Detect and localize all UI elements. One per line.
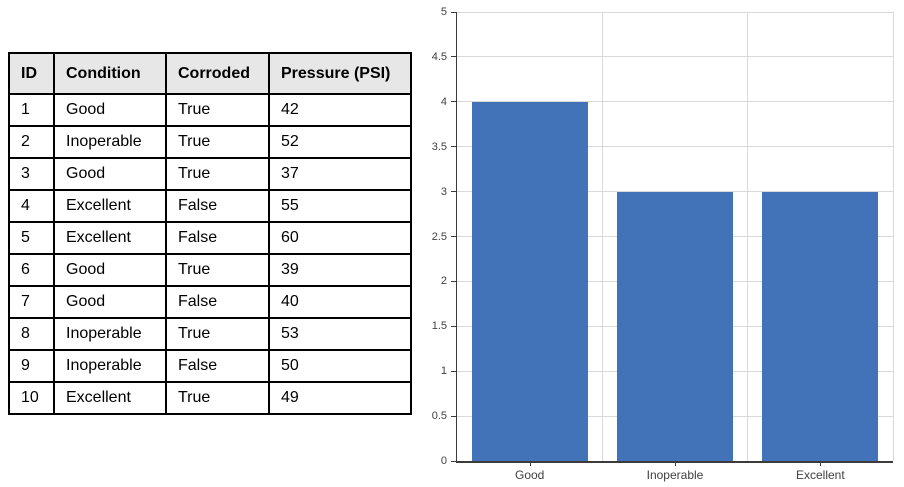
cell-pressure: 49: [268, 381, 412, 415]
bar: [762, 191, 879, 461]
x-tick: [529, 461, 531, 466]
cell-corroded: False: [165, 221, 270, 255]
cell-id: 3: [8, 157, 55, 191]
cell-pressure: 40: [268, 285, 412, 319]
cell-condition: Good: [53, 157, 167, 191]
cell-corroded: False: [165, 285, 270, 319]
y-tick: [451, 325, 457, 327]
y-gridline: [457, 101, 893, 103]
y-tick: [451, 236, 457, 237]
column-header-condition: Condition: [53, 52, 167, 95]
pipe-data-table: ID Condition Corroded Pressure (PSI) 1 Go…: [8, 52, 412, 415]
cell-condition: Inoperable: [53, 317, 167, 351]
cell-pressure: 39: [268, 253, 412, 287]
y-gridline: [457, 11, 893, 13]
table-row: 6 Good True 39: [8, 253, 412, 287]
table-row: 3 Good True 37: [8, 157, 412, 191]
cell-corroded: True: [165, 381, 270, 415]
x-gridline: [747, 12, 749, 461]
table-row: 4 Excellent False 55: [8, 189, 412, 223]
y-tick: [451, 191, 457, 193]
y-tick: [451, 56, 457, 58]
y-tick: [451, 370, 457, 372]
cell-pressure: 60: [268, 221, 412, 255]
table-row: 2 Inoperable True 52: [8, 125, 412, 159]
y-tick: [451, 415, 457, 417]
cell-corroded: True: [165, 253, 270, 287]
x-axis-line: [455, 461, 893, 463]
y-tick: [451, 11, 457, 13]
y-tick-label: 1.5: [431, 320, 447, 333]
y-tick-label: 2.5: [431, 230, 447, 243]
cell-id: 9: [8, 349, 55, 383]
y-axis-line: [455, 12, 457, 463]
bar-chart: 0 0.5 1 1.5 2 2.5 3 3.5 4 4.5 5 Good Inoperable Excel…: [420, 0, 904, 487]
table-row: 10 Excellent True 49: [8, 381, 412, 415]
x-tick-label: Excellent: [795, 468, 845, 482]
column-header-id: ID: [8, 52, 55, 95]
y-tick-label: 5: [440, 6, 447, 18]
cell-condition: Excellent: [53, 221, 167, 255]
cell-id: 2: [8, 125, 55, 159]
cell-corroded: False: [165, 349, 270, 383]
x-gridline: [601, 12, 603, 461]
x-tick: [820, 461, 822, 466]
bar: [471, 101, 588, 461]
x-tick: [675, 461, 676, 466]
cell-pressure: 50: [268, 349, 412, 383]
table-row: 5 Excellent False 60: [8, 221, 412, 255]
y-tick-label: 3: [440, 185, 447, 198]
cell-id: 10: [8, 381, 55, 415]
y-tick-label: 2: [440, 275, 447, 288]
cell-corroded: False: [165, 189, 270, 223]
cell-pressure: 42: [268, 93, 412, 127]
y-tick: [451, 460, 457, 462]
column-header-pressure: Pressure (PSI): [268, 52, 412, 95]
cell-corroded: True: [165, 317, 270, 351]
cell-condition: Inoperable: [53, 125, 167, 159]
cell-corroded: True: [165, 125, 270, 159]
y-gridline: [457, 146, 893, 148]
x-gridline: [892, 12, 894, 461]
table-row: 9 Inoperable False 50: [8, 349, 412, 383]
column-header-corroded: Corroded: [165, 52, 270, 95]
cell-id: 7: [8, 285, 55, 319]
cell-id: 5: [8, 221, 55, 255]
cell-condition: Excellent: [53, 189, 167, 223]
cell-condition: Excellent: [53, 381, 167, 415]
y-tick-label: 4.5: [431, 50, 447, 63]
y-tick: [451, 101, 457, 103]
cell-condition: Good: [53, 285, 167, 319]
y-tick-label: 3.5: [431, 140, 447, 153]
y-tick: [451, 280, 457, 282]
cell-id: 8: [8, 317, 55, 351]
cell-pressure: 52: [268, 125, 412, 159]
table-row: 1 Good True 42: [8, 93, 412, 127]
y-tick-label: 1: [440, 365, 447, 378]
y-tick-label: 4: [440, 95, 447, 108]
cell-pressure: 55: [268, 189, 412, 223]
y-tick: [451, 146, 457, 148]
cell-condition: Inoperable: [53, 349, 167, 383]
y-gridline: [457, 56, 893, 58]
x-tick-label: Inoperable: [646, 468, 704, 482]
y-tick-label: 0: [440, 455, 447, 467]
cell-condition: Good: [53, 93, 167, 127]
table-row: 7 Good False 40: [8, 285, 412, 319]
cell-id: 1: [8, 93, 55, 127]
table-header-row: ID Condition Corroded Pressure (PSI): [8, 52, 412, 95]
x-tick-label: Good: [514, 468, 545, 482]
cell-pressure: 53: [268, 317, 412, 351]
cell-corroded: True: [165, 93, 270, 127]
cell-id: 4: [8, 189, 55, 223]
bar: [616, 191, 734, 461]
table-row: 8 Inoperable True 53: [8, 317, 412, 351]
y-tick-label: 0.5: [431, 410, 447, 423]
cell-condition: Good: [53, 253, 167, 287]
cell-corroded: True: [165, 157, 270, 191]
cell-id: 6: [8, 253, 55, 287]
table-body: 1 Good True 42 2 Inoperable True 52 3 Good True 37 4…: [8, 93, 412, 415]
cell-pressure: 37: [268, 157, 412, 191]
